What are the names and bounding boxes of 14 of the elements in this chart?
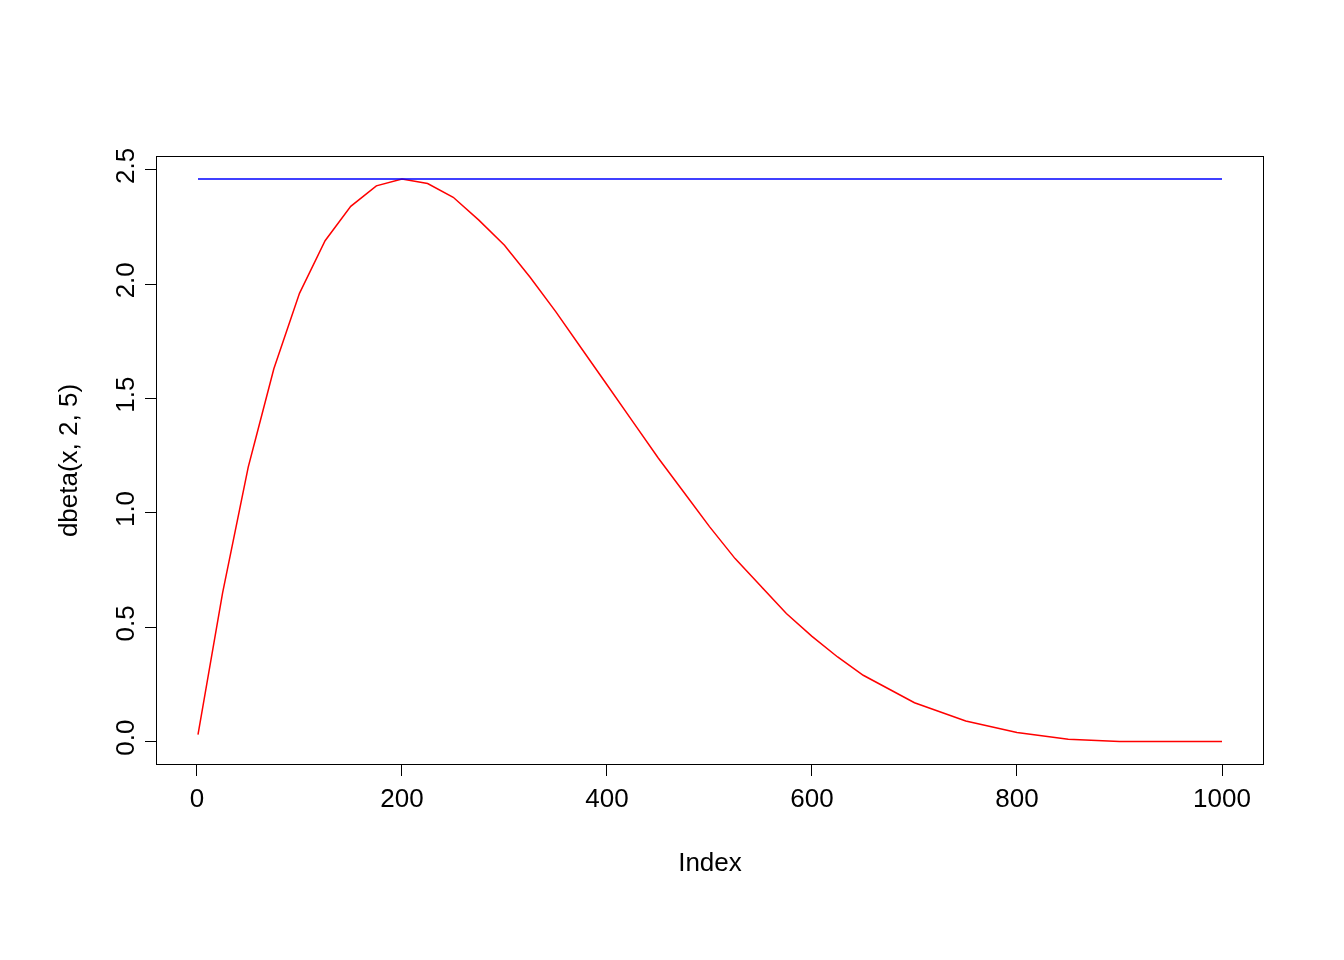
- x-tick-label: 600: [790, 783, 834, 814]
- y-tick-label: 1.0: [110, 490, 141, 528]
- x-tick-label: 1000: [1193, 783, 1251, 814]
- x-tick-label: 200: [380, 783, 424, 814]
- x-tick-label: 800: [995, 783, 1039, 814]
- x-tick-label: 0: [189, 783, 205, 814]
- y-axis-title: dbeta(x, 2, 5): [52, 383, 83, 538]
- y-tick-label: 2.5: [110, 147, 141, 184]
- y-tick-label: 0.0: [110, 719, 141, 756]
- y-tick-label: 1.5: [110, 376, 141, 413]
- y-tick-label: 2.0: [110, 262, 141, 299]
- x-tick-label: 400: [585, 783, 629, 814]
- x-axis-title: Index: [678, 847, 742, 878]
- y-tick-label: 0.5: [110, 605, 141, 642]
